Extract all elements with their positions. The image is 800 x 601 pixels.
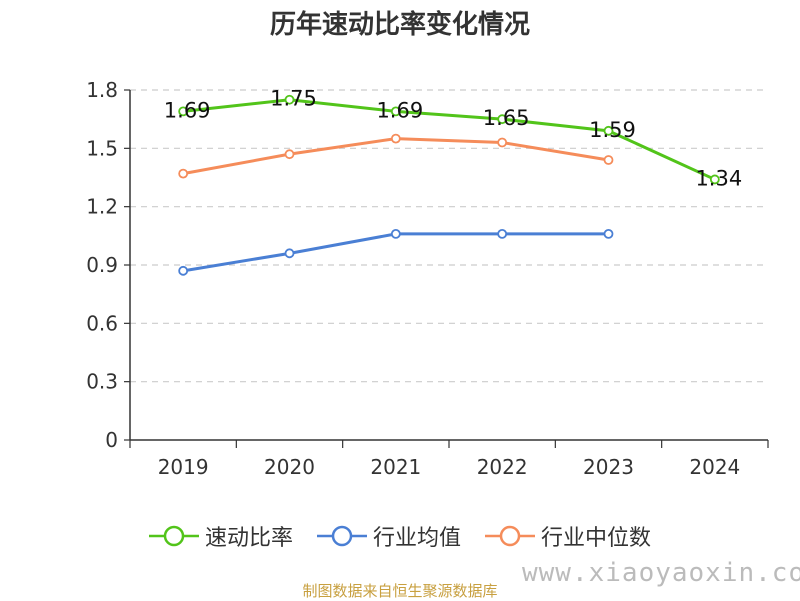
y-tick-label-2: 0.6 [86,311,118,335]
legend: 速动比率 行业均值 行业中位数 [0,520,800,552]
y-tick-label-1: 0.3 [86,370,118,394]
series-0-point-2024 [709,174,720,185]
series-1-point-2020 [284,248,295,259]
series-1-point-2019 [178,265,189,276]
data-label-2021: 1.69 [376,98,423,122]
legend-item-quick-ratio[interactable]: 速动比率 [148,520,293,552]
y-tick-label-3: 0.9 [86,253,118,277]
y-tick-label-0: 0 [105,428,118,452]
series-2-point-2021 [390,133,401,144]
series-1-point-2021 [390,228,401,239]
data-label-2019: 1.69 [164,98,211,122]
watermark: www.xiaoyaoxin.com [522,558,800,588]
x-tick-label-2022: 2022 [477,455,528,479]
legend-swatch-industry-median [485,525,535,547]
series-2-point-2023 [603,155,614,165]
data-label-2024: 1.34 [695,166,742,190]
legend-swatch-quick-ratio [148,525,199,547]
legend-label-quick-ratio: 速动比率 [204,526,293,551]
series-1-point-2022 [497,228,508,239]
y-tick-label-5: 1.5 [86,136,118,160]
legend-item-industry-median[interactable]: 行业中位数 [485,520,651,552]
data-label-2022: 1.65 [483,106,530,130]
series-2-point-2020 [284,149,295,160]
series-0-point-2022 [497,114,508,125]
series-0-point-2020 [284,94,295,105]
y-tick-label-6: 1.8 [86,78,118,102]
legend-swatch-industry-mean [316,525,367,547]
x-tick-label-2023: 2023 [583,455,634,479]
data-label-2023: 1.59 [589,118,636,142]
x-tick-label-2020: 2020 [264,455,315,479]
x-tick-label-2021: 2021 [370,455,421,479]
series-2-point-2022 [497,137,508,148]
series-1-point-2023 [603,228,614,239]
series-2-point-2019 [178,168,189,179]
y-tick-label-4: 1.2 [86,195,118,219]
series-0-point-2019 [178,106,189,117]
series-0-point-2021 [390,106,401,117]
series-line-2 [182,137,609,176]
data-label-2020: 1.75 [270,87,317,111]
series-line-0 [183,98,716,181]
series-0-point-2023 [603,125,614,136]
x-tick-label-2024: 2024 [689,455,740,479]
legend-label-industry-mean: 行业均值 [372,526,461,551]
source-note: 制图数据来自恒生聚源数据库 [302,582,498,600]
legend-item-industry-mean[interactable]: 行业均值 [316,520,461,552]
legend-label-industry-median: 行业中位数 [541,526,652,551]
x-tick-label-2019: 2019 [158,455,209,479]
chart-title: 历年速动比率变化情况 [269,10,530,40]
